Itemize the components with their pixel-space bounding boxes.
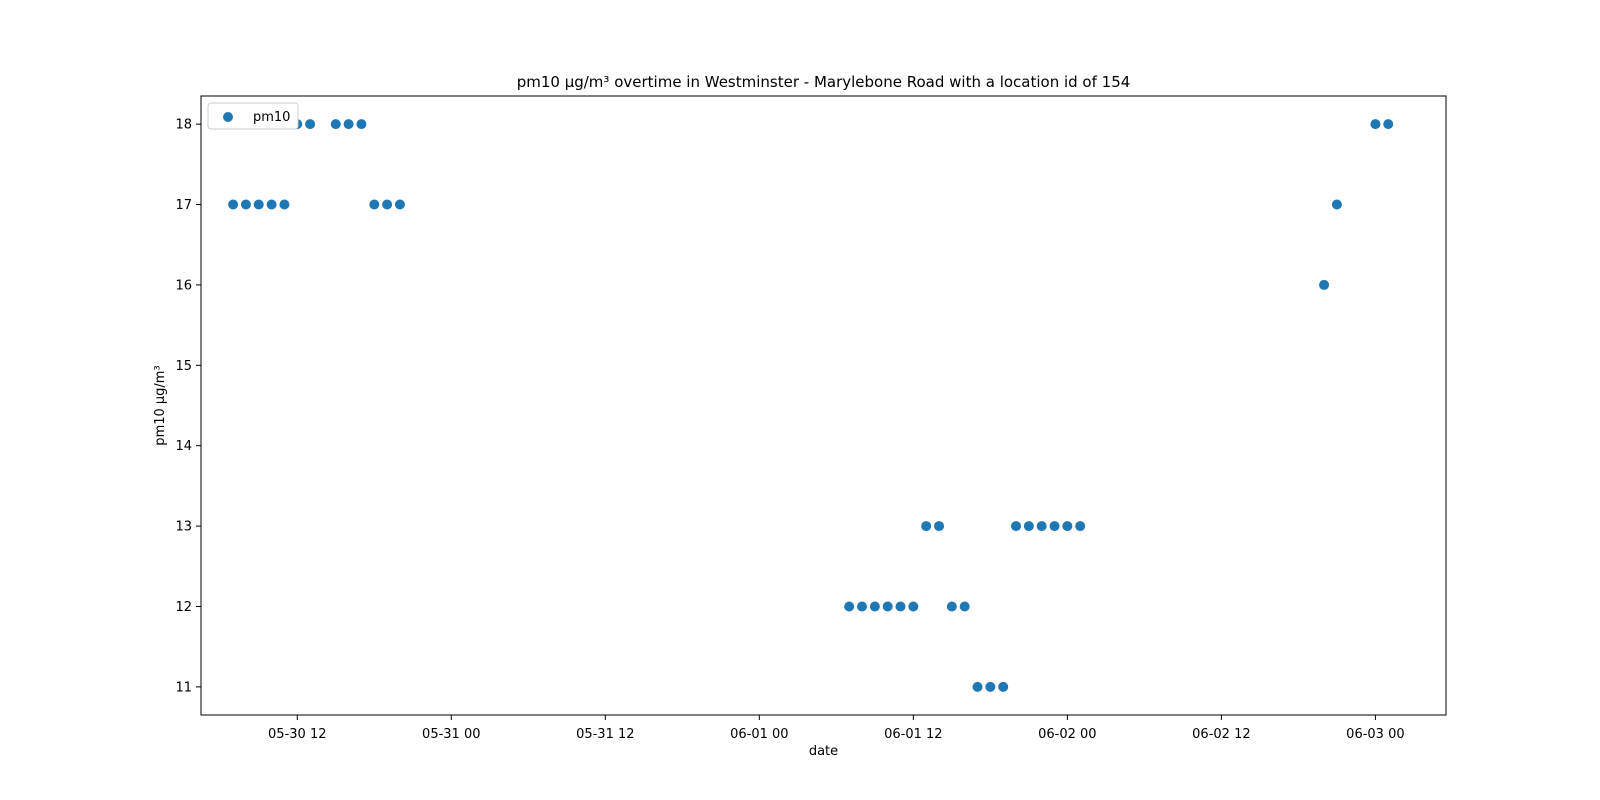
legend-box: [207, 102, 299, 130]
y-tick-label: 16: [175, 278, 192, 293]
x-tick-label: 05-31 12: [576, 727, 634, 742]
data-point: [1023, 521, 1034, 532]
y-axis-ticks: 11 12 13 14 15 16 17 18: [175, 118, 201, 695]
x-tick-label: 06-02 12: [1192, 727, 1250, 742]
x-tick-label: 06-03 00: [1346, 727, 1404, 742]
legend-marker: [223, 112, 233, 122]
data-point: [279, 199, 290, 210]
data-point: [356, 119, 367, 130]
data-point: [998, 681, 1009, 692]
data-point: [1370, 119, 1381, 130]
data-point: [343, 119, 354, 130]
legend: pm10: [207, 102, 299, 130]
plot-area: [200, 95, 1447, 716]
data-points: [228, 119, 1394, 692]
data-point: [1319, 279, 1330, 290]
y-tick-label: 17: [175, 198, 192, 213]
data-point: [1049, 521, 1060, 532]
y-tick-label: 12: [175, 600, 192, 615]
data-point: [921, 521, 932, 532]
data-point: [959, 601, 970, 612]
y-tick-label: 15: [175, 359, 192, 374]
x-tick-label: 05-30 12: [268, 727, 326, 742]
data-point: [305, 119, 316, 130]
chart-title: pm10 µg/m³ overtime in Westminster - Mar…: [517, 73, 1131, 91]
data-point: [240, 199, 251, 210]
x-axis-label: date: [809, 744, 838, 759]
data-point: [1331, 199, 1342, 210]
x-axis-ticks: 05-30 12 05-31 00 05-31 12 06-01 00 06-01 12…: [268, 715, 1405, 742]
legend-label: pm10: [253, 110, 290, 125]
data-point: [228, 199, 239, 210]
data-point: [946, 601, 957, 612]
y-tick-label: 14: [175, 439, 192, 454]
data-point: [369, 199, 380, 210]
y-axis-label: pm10 µg/m³: [153, 365, 168, 445]
data-point: [394, 199, 405, 210]
data-point: [253, 199, 264, 210]
data-point: [1075, 521, 1086, 532]
data-point: [266, 199, 277, 210]
x-tick-label: 05-31 00: [422, 727, 480, 742]
data-point: [869, 601, 880, 612]
x-tick-label: 06-01 12: [884, 727, 942, 742]
data-point: [1011, 521, 1022, 532]
data-point: [382, 199, 393, 210]
x-tick-label: 06-02 00: [1038, 727, 1096, 742]
data-point: [895, 601, 906, 612]
data-point: [857, 601, 868, 612]
data-point: [844, 601, 855, 612]
y-tick-label: 11: [175, 680, 192, 695]
data-point: [985, 681, 996, 692]
data-point: [882, 601, 893, 612]
y-tick-label: 13: [175, 520, 192, 535]
y-tick-label: 18: [175, 118, 192, 133]
data-point: [972, 681, 983, 692]
data-point: [934, 521, 945, 532]
x-tick-label: 06-01 00: [730, 727, 788, 742]
plot-frame: [200, 95, 1447, 716]
data-point: [1062, 521, 1073, 532]
data-point: [1383, 119, 1394, 130]
data-point: [908, 601, 919, 612]
data-point: [330, 119, 341, 130]
data-point: [1036, 521, 1047, 532]
